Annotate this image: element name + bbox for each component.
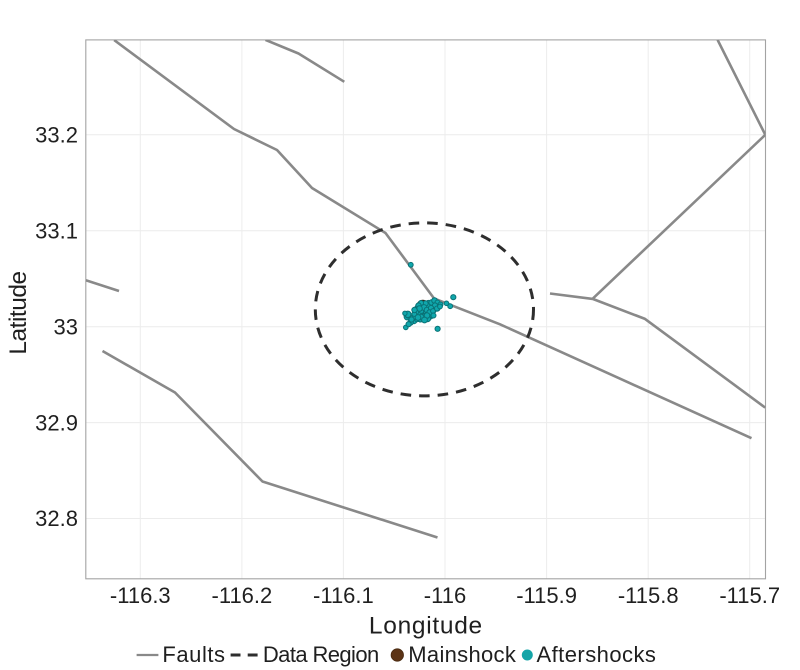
svg-text:Data Region: Data Region bbox=[263, 642, 379, 667]
svg-text:Longitude: Longitude bbox=[369, 613, 483, 640]
svg-text:Latitude: Latitude bbox=[5, 271, 32, 354]
svg-text:-115.8: -115.8 bbox=[618, 583, 679, 608]
svg-text:33.1: 33.1 bbox=[35, 219, 78, 244]
svg-text:33: 33 bbox=[54, 314, 78, 339]
svg-text:Aftershocks: Aftershocks bbox=[537, 642, 657, 667]
svg-text:Faults: Faults bbox=[162, 642, 225, 667]
svg-text:Mainshock: Mainshock bbox=[408, 642, 517, 667]
svg-text:33.2: 33.2 bbox=[35, 123, 78, 148]
svg-text:-115.9: -115.9 bbox=[516, 583, 577, 608]
svg-text:-116.3: -116.3 bbox=[110, 583, 171, 608]
svg-text:-116.2: -116.2 bbox=[212, 583, 273, 608]
svg-text:32.9: 32.9 bbox=[35, 410, 78, 435]
svg-text:-115.7: -115.7 bbox=[719, 583, 780, 608]
svg-text:32.8: 32.8 bbox=[35, 506, 78, 531]
svg-text:-116.1: -116.1 bbox=[313, 583, 374, 608]
svg-text:-116: -116 bbox=[424, 583, 466, 608]
